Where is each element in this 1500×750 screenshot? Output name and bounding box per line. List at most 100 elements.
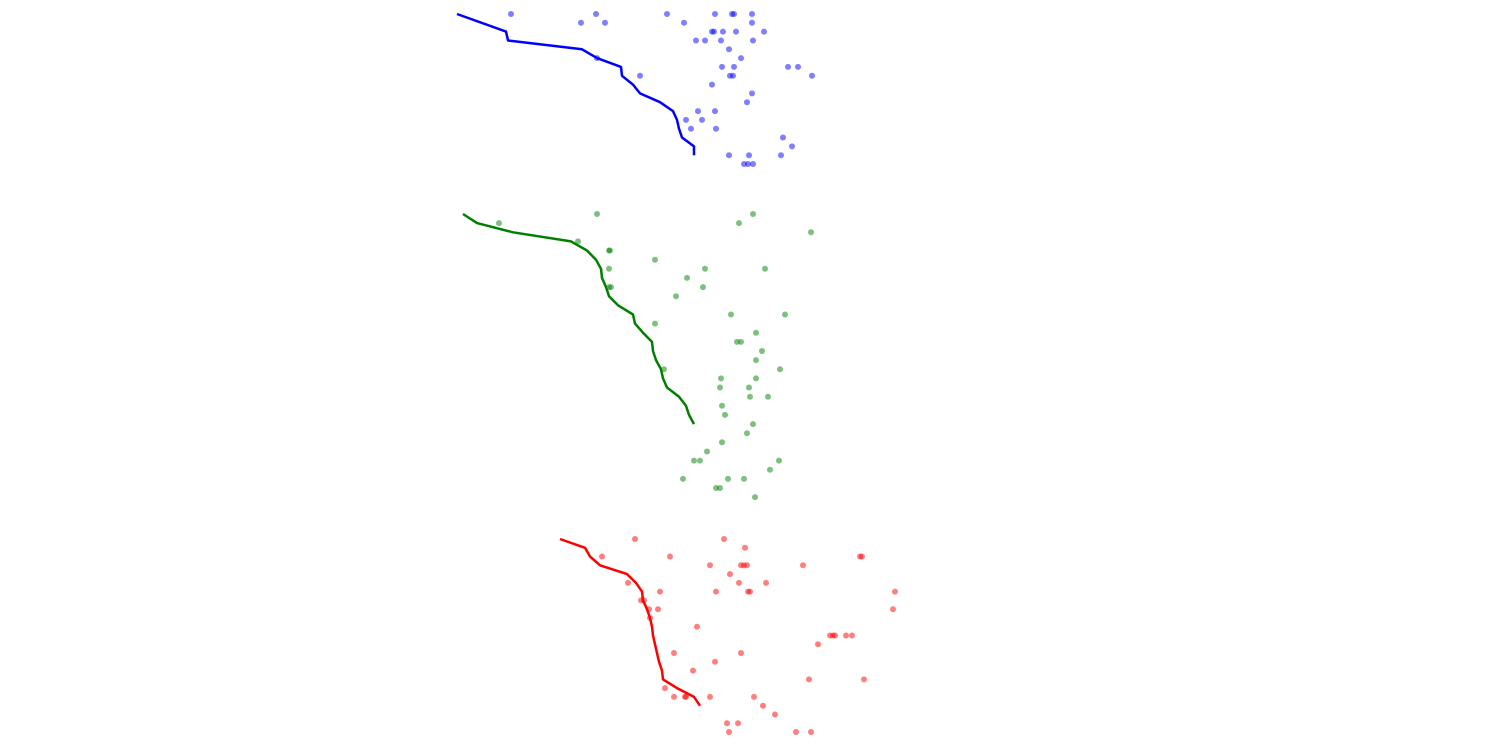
scatter-point: [508, 11, 514, 17]
scatter-point: [785, 63, 791, 70]
scatter-point: [750, 211, 756, 217]
scatter-point: [655, 606, 661, 613]
scatter-point: [702, 265, 708, 272]
scatter-point: [761, 28, 767, 35]
scatter-point: [632, 536, 638, 542]
scatter-point: [815, 641, 821, 648]
scatter-point: [684, 274, 690, 281]
scatter-point: [712, 11, 718, 17]
scatter-point: [718, 375, 724, 382]
scatter-point: [760, 702, 766, 709]
scatter-point: [683, 693, 689, 700]
scatter-point: [738, 338, 744, 345]
scatter-point: [683, 116, 689, 123]
scatter-point: [752, 494, 758, 501]
scatter-point: [800, 562, 806, 569]
scatter-point: [720, 28, 726, 35]
panel-3: [559, 536, 898, 735]
scatter-point: [718, 37, 724, 44]
scatter-point: [607, 247, 613, 254]
scatter-point: [808, 229, 814, 236]
scatter-point: [709, 81, 715, 88]
scatter-point: [664, 11, 670, 17]
scatter-point: [890, 606, 896, 613]
scatter-point: [652, 320, 658, 327]
scatter-point: [681, 19, 687, 26]
scatter-point: [780, 134, 786, 141]
scatter-point: [575, 238, 581, 245]
scatter-point: [843, 632, 849, 639]
scatter-point: [702, 37, 708, 44]
scatter-point: [688, 125, 694, 132]
scatter-point: [697, 457, 703, 464]
scatter-point: [859, 553, 865, 560]
series-line: [559, 537, 702, 707]
scatter-point: [671, 693, 677, 700]
scatter-point: [736, 579, 742, 586]
scatter-point: [782, 311, 788, 318]
scatter-point: [849, 632, 855, 639]
scatter-point: [719, 63, 725, 70]
scatter-point: [578, 19, 584, 26]
scatter-point: [744, 562, 750, 569]
scatter-point: [749, 19, 755, 26]
scatter-point: [713, 125, 719, 132]
scatter-point: [744, 430, 750, 437]
scatter-point: [727, 571, 733, 578]
scatter-point: [717, 384, 723, 391]
scatter-point: [711, 28, 717, 35]
scatter-point: [662, 685, 668, 692]
scatter-point: [731, 11, 737, 17]
scatter-point: [795, 63, 801, 70]
scatter-point: [691, 457, 697, 464]
scatter-point: [742, 544, 748, 551]
scatter-point: [707, 562, 713, 569]
scatter-point: [680, 475, 686, 482]
scatter-point: [695, 108, 701, 115]
scatter-point: [750, 37, 756, 44]
scatter-point: [713, 588, 719, 595]
scatter-point: [606, 265, 612, 272]
scatter-point: [599, 553, 605, 560]
scatter-point: [765, 393, 771, 400]
scatter-point: [736, 220, 742, 227]
scatter-point: [667, 553, 673, 560]
scatter-point: [832, 632, 838, 639]
scatter-point: [753, 357, 759, 364]
scatter-point: [693, 37, 699, 44]
scatter-point: [726, 729, 732, 735]
scatter-point: [738, 55, 744, 62]
scatter-point: [789, 143, 795, 150]
scatter-point: [777, 366, 783, 373]
scatter-point: [657, 588, 663, 595]
panel-2: [462, 211, 814, 501]
scatter-point: [637, 72, 643, 79]
scatter-point: [751, 693, 757, 700]
scatter-point: [808, 729, 814, 735]
scatter-point: [699, 116, 705, 123]
scatter-point: [793, 729, 799, 735]
scatter-point: [730, 72, 736, 79]
scatter-point: [625, 579, 631, 586]
scatter-point: [753, 329, 759, 336]
series-line: [462, 212, 696, 425]
scatter-point: [726, 46, 732, 53]
scatter-point: [762, 265, 768, 272]
scatter-point: [717, 485, 723, 491]
scatter-point: [496, 220, 502, 227]
scatter-point: [712, 108, 718, 115]
scatter-point: [700, 284, 706, 291]
scatter-point: [602, 19, 608, 26]
scatter-point: [747, 393, 753, 400]
scatter-point: [719, 439, 725, 446]
scatter-point: [694, 623, 700, 630]
scatter-point: [690, 667, 696, 674]
scatter-point: [712, 658, 718, 665]
scatter-point: [750, 421, 756, 428]
scatter-point: [861, 676, 867, 683]
scatter-point: [652, 256, 658, 263]
scatter-point: [747, 588, 753, 595]
scatter-point: [767, 466, 773, 473]
